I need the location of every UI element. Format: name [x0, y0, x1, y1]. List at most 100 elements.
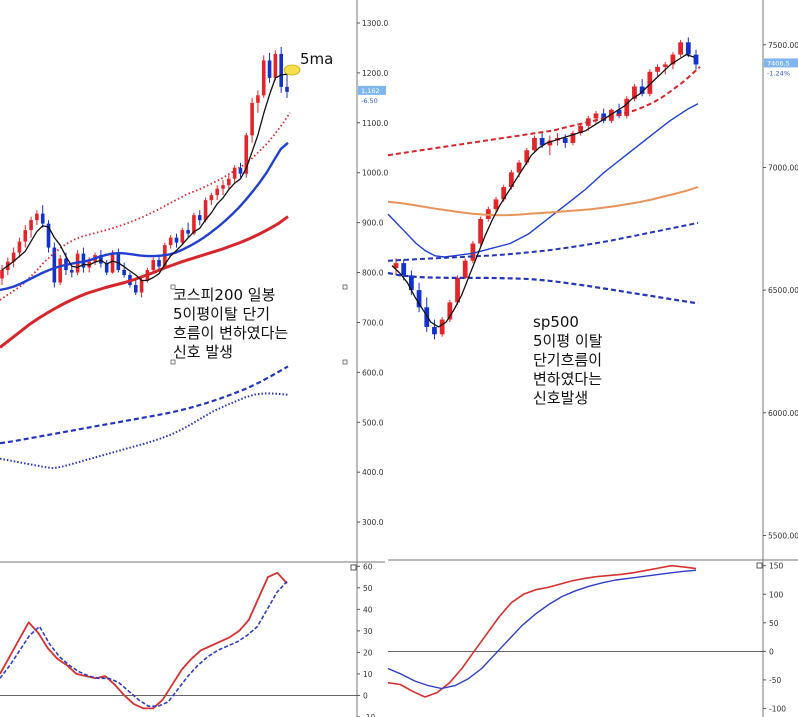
candle-body	[209, 195, 214, 201]
candle-body	[509, 172, 514, 188]
osc-tick-label: 30	[363, 627, 373, 636]
candle-body	[227, 178, 231, 186]
ma-red-dashed-line	[387, 66, 701, 157]
candle-body	[267, 60, 272, 78]
y-tick-label: 800.0	[362, 269, 384, 278]
y-tick-label: 1300.0	[362, 19, 388, 28]
candle-body	[478, 218, 483, 244]
annotation-line: 단기흐름이	[533, 351, 602, 369]
annotation-line: 5이평 이탈	[533, 332, 603, 350]
candle-body	[244, 135, 249, 174]
annotation-line: 흐름이 변하였다는	[173, 324, 288, 342]
candle-body	[58, 258, 62, 283]
ma-navy-dashed-line	[387, 221, 699, 262]
candle-body	[35, 213, 39, 221]
candle-body	[157, 260, 161, 267]
candle-body	[221, 185, 225, 189]
candle-body	[447, 302, 453, 320]
osc-tick-label: 20	[363, 648, 373, 657]
ma-blue-line	[387, 103, 699, 258]
ma5-line	[391, 53, 695, 328]
last-price-badge	[358, 85, 386, 95]
osc-tick-label: -50	[769, 676, 781, 685]
candle-body	[110, 252, 115, 273]
ma-blue-dotted-line	[0, 392, 289, 470]
candle-body	[52, 247, 57, 283]
candle-body	[439, 319, 445, 335]
ma5-marker	[283, 64, 301, 76]
annotation-handle	[170, 359, 176, 365]
y-tick-label: 900.0	[362, 219, 384, 228]
candle-body	[493, 199, 499, 210]
osc-settings-icon	[756, 562, 763, 569]
candle-body	[104, 263, 109, 273]
y-tick-label: 5500.00	[768, 531, 798, 540]
osc-tick-label: 10	[363, 670, 373, 679]
candle-body	[470, 243, 476, 261]
ma5-label: 5ma	[300, 50, 333, 68]
y-tick-label: 1200.0	[362, 69, 388, 78]
candle-body	[516, 162, 522, 173]
candle-body	[17, 241, 22, 253]
osc-tick-label: 0	[363, 691, 368, 700]
candle-body	[69, 270, 74, 273]
osc-red-line	[387, 564, 697, 698]
osc-tick-label: 50	[769, 619, 779, 628]
candle-body	[578, 125, 583, 134]
candle-body	[133, 285, 138, 293]
candle-body	[285, 86, 289, 92]
candle-body	[685, 42, 691, 55]
candle-body	[11, 252, 16, 262]
last-price-badge	[764, 58, 798, 68]
candle-body	[273, 53, 278, 78]
candle-body	[116, 252, 121, 271]
ma-blue-dashed-line	[0, 365, 289, 445]
candle-body	[151, 260, 156, 271]
candle-body	[647, 71, 653, 94]
y-tick-label: 1000.0	[362, 169, 388, 178]
ma-orange-line	[387, 186, 699, 217]
candle-body	[670, 54, 676, 65]
candle-body	[215, 188, 220, 196]
candle-body	[23, 230, 28, 242]
osc-tick-label: 60	[363, 562, 373, 571]
candle-body	[139, 280, 144, 293]
candle-body	[203, 200, 208, 221]
candle-body	[256, 95, 260, 103]
last-price-change: -1.24%	[767, 69, 790, 77]
candle-body	[570, 133, 576, 143]
ma-red-line	[0, 215, 289, 349]
candle-body	[0, 270, 4, 279]
candle-body	[279, 53, 283, 87]
candle-body	[501, 187, 507, 200]
last-price-change: -6.50	[361, 97, 378, 105]
annotation-line: 5이평이탈 단기	[173, 305, 270, 323]
candle-body	[192, 215, 196, 234]
y-tick-label: 600.0	[362, 368, 384, 377]
candle-body	[609, 109, 614, 121]
candle-body	[562, 138, 568, 143]
annotation-handle	[170, 284, 176, 290]
candle-body	[174, 237, 179, 243]
annotation-line: 변하였다는	[533, 370, 602, 388]
candle-body	[639, 86, 645, 94]
y-tick-label: 1100.0	[362, 119, 388, 128]
candle-body	[261, 60, 266, 96]
osc-tick-label: -100	[769, 704, 786, 713]
candle-body	[46, 223, 51, 248]
candle-body	[180, 230, 185, 243]
candle-body	[455, 277, 460, 303]
ma-navy-dashed-low-line	[387, 271, 699, 305]
y-tick-label: 400.0	[362, 468, 384, 477]
candle-body	[432, 326, 437, 335]
kospi200-daily-chart: 1300.0 1200.0 1100.0 1000.0 900.0 800.0 700.0 6…	[0, 0, 388, 717]
candle-body	[122, 270, 126, 276]
y-tick-label: 700.0	[362, 318, 384, 327]
y-tick-label: 300.0	[362, 518, 384, 527]
candle-body	[524, 150, 530, 163]
candle-body	[197, 215, 202, 221]
candle-body	[678, 42, 683, 55]
osc-blue-dashed-line	[0, 580, 288, 708]
y-tick-label: 7500.00	[768, 41, 798, 50]
